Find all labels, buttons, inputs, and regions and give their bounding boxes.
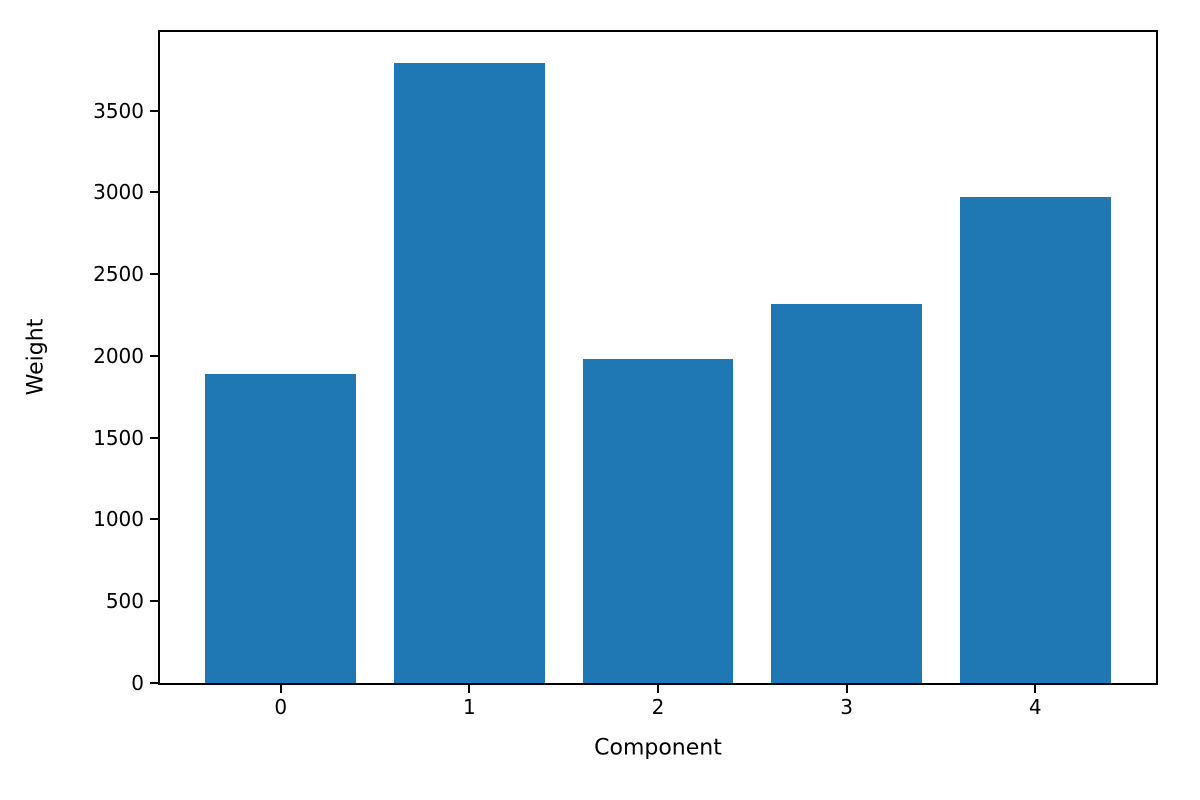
y-tick-label: 1000 (93, 507, 144, 532)
y-tick-label: 3500 (93, 98, 144, 123)
y-tick-label: 0 (131, 671, 144, 695)
y-tick-label: 500 (105, 589, 144, 614)
x-tick-mark (657, 685, 659, 693)
y-tick-mark (150, 354, 158, 357)
y-tick-label: 3000 (93, 180, 144, 205)
x-tick-label: 2 (651, 695, 665, 719)
x-tick-label: 1 (462, 695, 476, 719)
x-tick-mark (1034, 685, 1037, 693)
y-tick-mark (150, 682, 158, 684)
x-tick-mark (468, 685, 471, 693)
bar-1 (393, 63, 545, 683)
x-tick-label: 3 (840, 695, 853, 719)
y-tick-mark (150, 273, 158, 276)
y-tick-label: 2500 (93, 262, 144, 287)
y-tick-mark (150, 436, 158, 439)
plot-area: 0 500 1000 1500 2000 2500 3000 3500 0 1 2 3 4 (93, 30, 1158, 717)
y-tick-label: 1500 (93, 425, 144, 450)
bar-4 (959, 197, 1111, 683)
y-tick-mark (150, 518, 158, 521)
x-axis-label: Component (594, 735, 722, 761)
y-tick-mark (150, 191, 158, 194)
y-tick-mark (150, 109, 158, 112)
bar-0 (205, 373, 357, 683)
y-tick-label: 2000 (93, 343, 144, 368)
x-tick-label: 4 (1028, 695, 1042, 719)
x-tick-label: 0 (274, 695, 288, 719)
bar-2 (582, 359, 734, 683)
y-tick-mark (150, 600, 158, 603)
x-tick-mark (845, 685, 848, 693)
y-axis-label: Weight (23, 318, 49, 396)
x-tick-mark (279, 685, 282, 693)
bar-3 (771, 303, 923, 683)
